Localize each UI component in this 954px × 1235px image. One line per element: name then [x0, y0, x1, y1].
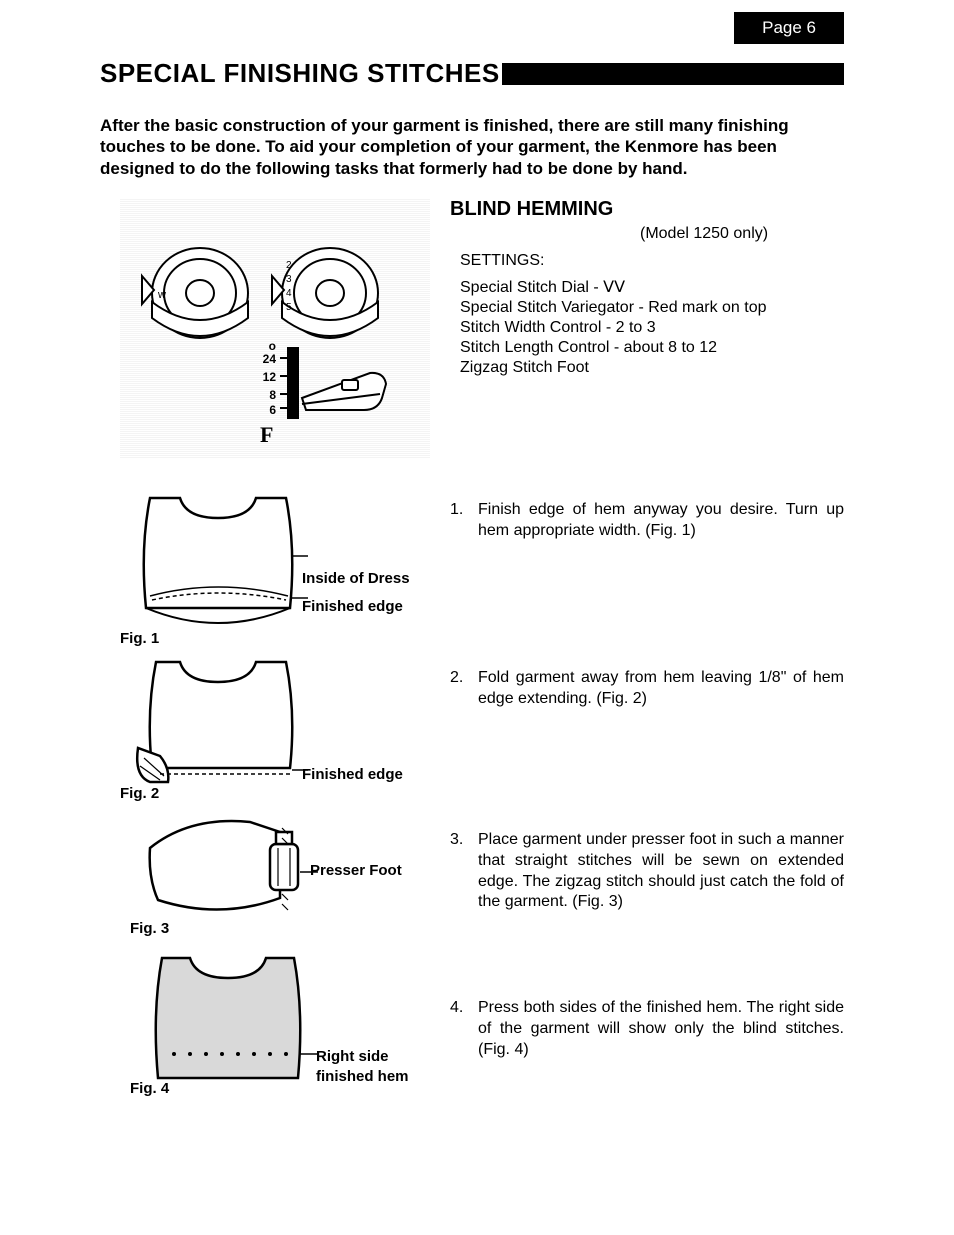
- model-note: (Model 1250 only): [640, 225, 768, 243]
- figure-4-label-right-side: Right side: [316, 1048, 389, 1065]
- step-text: Finish edge of hem anyway you desire. Tu…: [478, 500, 844, 542]
- figure-4-label-finished-hem: finished hem: [316, 1068, 409, 1085]
- step-number: 3.: [450, 830, 468, 913]
- figure-4-caption: Fig. 4: [130, 1080, 169, 1097]
- setting-line: Stitch Width Control - 2 to 3: [460, 318, 767, 338]
- intro-paragraph: After the basic construction of your gar…: [100, 115, 834, 179]
- step-number: 4.: [450, 998, 468, 1060]
- svg-text:5: 5: [286, 302, 292, 313]
- title-row: SPECIAL FINISHING STITCHES: [100, 58, 844, 89]
- step-4: 4. Press both sides of the finished hem.…: [450, 998, 844, 1060]
- figure-1-label-inside: Inside of Dress: [302, 570, 410, 587]
- svg-text:4: 4: [286, 288, 292, 299]
- step-2: 2. Fold garment away from hem leaving 1/…: [450, 668, 844, 710]
- setting-line: Special Stitch Variegator - Red mark on …: [460, 298, 767, 318]
- svg-text:24: 24: [263, 352, 277, 366]
- settings-body: Special Stitch Dial - ᐯᐯ Special Stitch …: [460, 278, 767, 378]
- figure-3-illustration: [130, 808, 330, 928]
- step-1: 1. Finish edge of hem anyway you desire.…: [450, 500, 844, 542]
- svg-text:3: 3: [286, 274, 292, 285]
- main-title: SPECIAL FINISHING STITCHES: [100, 58, 500, 89]
- step-text: Press both sides of the finished hem. Th…: [478, 998, 844, 1060]
- setting-line: Zigzag Stitch Foot: [460, 358, 767, 378]
- figure-1-label-finished-edge: Finished edge: [302, 598, 403, 615]
- svg-text:8: 8: [269, 388, 276, 402]
- setting-line: Special Stitch Dial - ᐯᐯ: [460, 278, 767, 298]
- svg-text:w: w: [157, 289, 166, 301]
- step-text: Fold garment away from hem leaving 1/8" …: [478, 668, 844, 710]
- svg-text:F: F: [260, 422, 273, 447]
- settings-head: SETTINGS:: [460, 252, 544, 270]
- figure-2-label-finished-edge: Finished edge: [302, 766, 403, 783]
- svg-text:o: o: [269, 339, 276, 353]
- figure-3-label-presser-foot: Presser Foot: [310, 862, 402, 879]
- step-3: 3. Place garment under presser foot in s…: [450, 830, 844, 913]
- figure-1-caption: Fig. 1: [120, 630, 159, 647]
- setting-line: Stitch Length Control - about 8 to 12: [460, 338, 767, 358]
- title-bar: [502, 63, 844, 85]
- figure-2-illustration: [120, 648, 320, 798]
- step-number: 1.: [450, 500, 468, 542]
- figure-1-illustration: [120, 478, 320, 648]
- svg-text:2: 2: [286, 260, 292, 271]
- section-title: BLIND HEMMING: [450, 198, 613, 221]
- figure-3-caption: Fig. 3: [130, 920, 169, 937]
- page-tab: Page 6: [734, 12, 844, 44]
- step-text: Place garment under presser foot in such…: [478, 830, 844, 913]
- dial-panel: w 2 3 4 5 o 24 12 8 6: [120, 198, 430, 458]
- step-number: 2.: [450, 668, 468, 710]
- figure-4-illustration: [140, 942, 320, 1102]
- figure-2-caption: Fig. 2: [120, 785, 159, 802]
- svg-text:12: 12: [263, 370, 277, 384]
- dial-illustration: w 2 3 4 5 o 24 12 8 6: [120, 198, 430, 458]
- svg-text:6: 6: [269, 403, 276, 417]
